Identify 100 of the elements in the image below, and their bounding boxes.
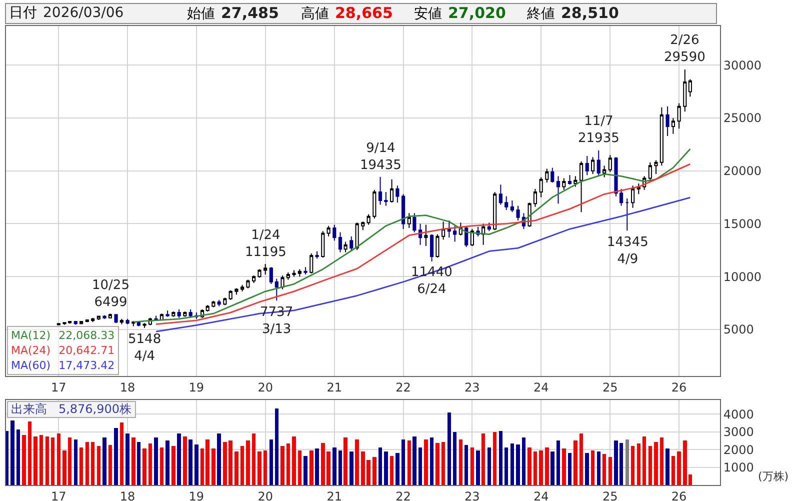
x-tick-label: 23 <box>464 489 480 501</box>
y-tick-label: 5000 <box>723 322 754 337</box>
bar <box>177 433 181 485</box>
bar <box>172 446 176 485</box>
bar <box>102 438 106 485</box>
annotation: 1/24 11195 <box>245 228 286 260</box>
y-axis-title: (万株) <box>758 470 789 483</box>
text: 27,020 <box>448 4 506 22</box>
candlestick <box>493 192 497 231</box>
bar <box>246 440 250 485</box>
candlestick <box>286 272 290 280</box>
candlestick <box>212 300 216 308</box>
bar <box>160 447 164 485</box>
bar <box>45 436 50 485</box>
candlestick <box>470 228 474 246</box>
bar <box>666 448 670 485</box>
bar <box>579 433 584 485</box>
bar <box>6 430 9 485</box>
bar <box>234 451 238 485</box>
bar <box>217 433 221 485</box>
x-tick-label: 19 <box>188 489 204 501</box>
bar <box>396 452 400 485</box>
candlestick <box>683 68 687 112</box>
candlestick <box>166 310 170 318</box>
x-tick-label: 23 <box>464 380 480 394</box>
candlestick <box>252 275 256 284</box>
line-series <box>155 196 691 332</box>
candlestick <box>74 320 78 326</box>
candlestick <box>539 176 543 198</box>
candlestick <box>487 222 491 232</box>
x-tick-label: 22 <box>396 489 411 501</box>
candlestick <box>568 174 572 186</box>
candlestick <box>596 150 600 177</box>
bar <box>481 433 486 485</box>
candlestick <box>223 297 227 306</box>
bar <box>108 444 112 485</box>
bar <box>441 442 446 485</box>
text: 日付 <box>9 5 37 21</box>
bar <box>562 448 566 485</box>
text: 高値 <box>301 6 329 22</box>
bar <box>304 456 308 485</box>
bar <box>407 440 412 485</box>
bar <box>677 452 681 485</box>
bar <box>154 438 158 485</box>
candlestick <box>384 192 388 206</box>
bar <box>34 436 38 485</box>
candlestick <box>172 311 176 318</box>
text: 終値 <box>527 6 555 22</box>
y-tick-label: 10000 <box>723 270 762 284</box>
annotation: 10/25 6499 <box>92 278 130 310</box>
candlestick <box>177 308 181 318</box>
bar <box>447 412 452 485</box>
candlestick <box>361 221 365 231</box>
bar <box>470 447 474 485</box>
candlestick <box>332 224 336 242</box>
candlestick <box>504 196 508 210</box>
bar <box>556 440 560 485</box>
bar <box>372 457 376 485</box>
candlestick <box>648 162 652 182</box>
bar <box>574 440 578 485</box>
candlestick <box>114 314 118 324</box>
candlestick <box>602 165 606 178</box>
bar <box>142 448 146 485</box>
annotation: 11/7 21935 <box>578 114 620 146</box>
annotation: 22,068.33 <box>58 329 115 342</box>
candlestick <box>183 311 187 318</box>
bar <box>56 433 61 485</box>
bar <box>132 438 136 485</box>
x-tick-label: 25 <box>602 489 618 501</box>
x-tick-label: 24 <box>533 380 549 394</box>
candlestick <box>533 188 538 208</box>
candlestick <box>498 184 502 206</box>
bar <box>350 451 354 485</box>
candlestick <box>430 234 434 262</box>
candlestick <box>585 156 589 176</box>
bar <box>280 446 284 485</box>
bar <box>344 437 348 485</box>
candlestick <box>321 230 325 258</box>
candlestick <box>447 220 451 238</box>
candlestick <box>217 299 221 307</box>
annotation: 5148 4/4 <box>128 332 162 364</box>
text: 2026/03/06 <box>43 5 124 21</box>
x-tick-label: 20 <box>258 380 273 394</box>
bar <box>648 446 652 485</box>
candlestick <box>631 185 635 208</box>
candlestick <box>188 308 192 318</box>
candlestick <box>126 318 130 325</box>
bar <box>401 439 406 485</box>
annotation: 20,642.71 <box>58 344 115 357</box>
bar <box>126 433 130 485</box>
candlestick <box>280 275 284 290</box>
bar <box>90 442 95 485</box>
x-tick-label: 17 <box>51 380 66 394</box>
candlestick <box>591 156 595 175</box>
candlestick <box>315 250 319 260</box>
bar <box>585 452 590 485</box>
bar <box>16 430 20 485</box>
bar <box>74 439 78 485</box>
bar <box>390 456 394 485</box>
candlestick <box>108 313 112 319</box>
